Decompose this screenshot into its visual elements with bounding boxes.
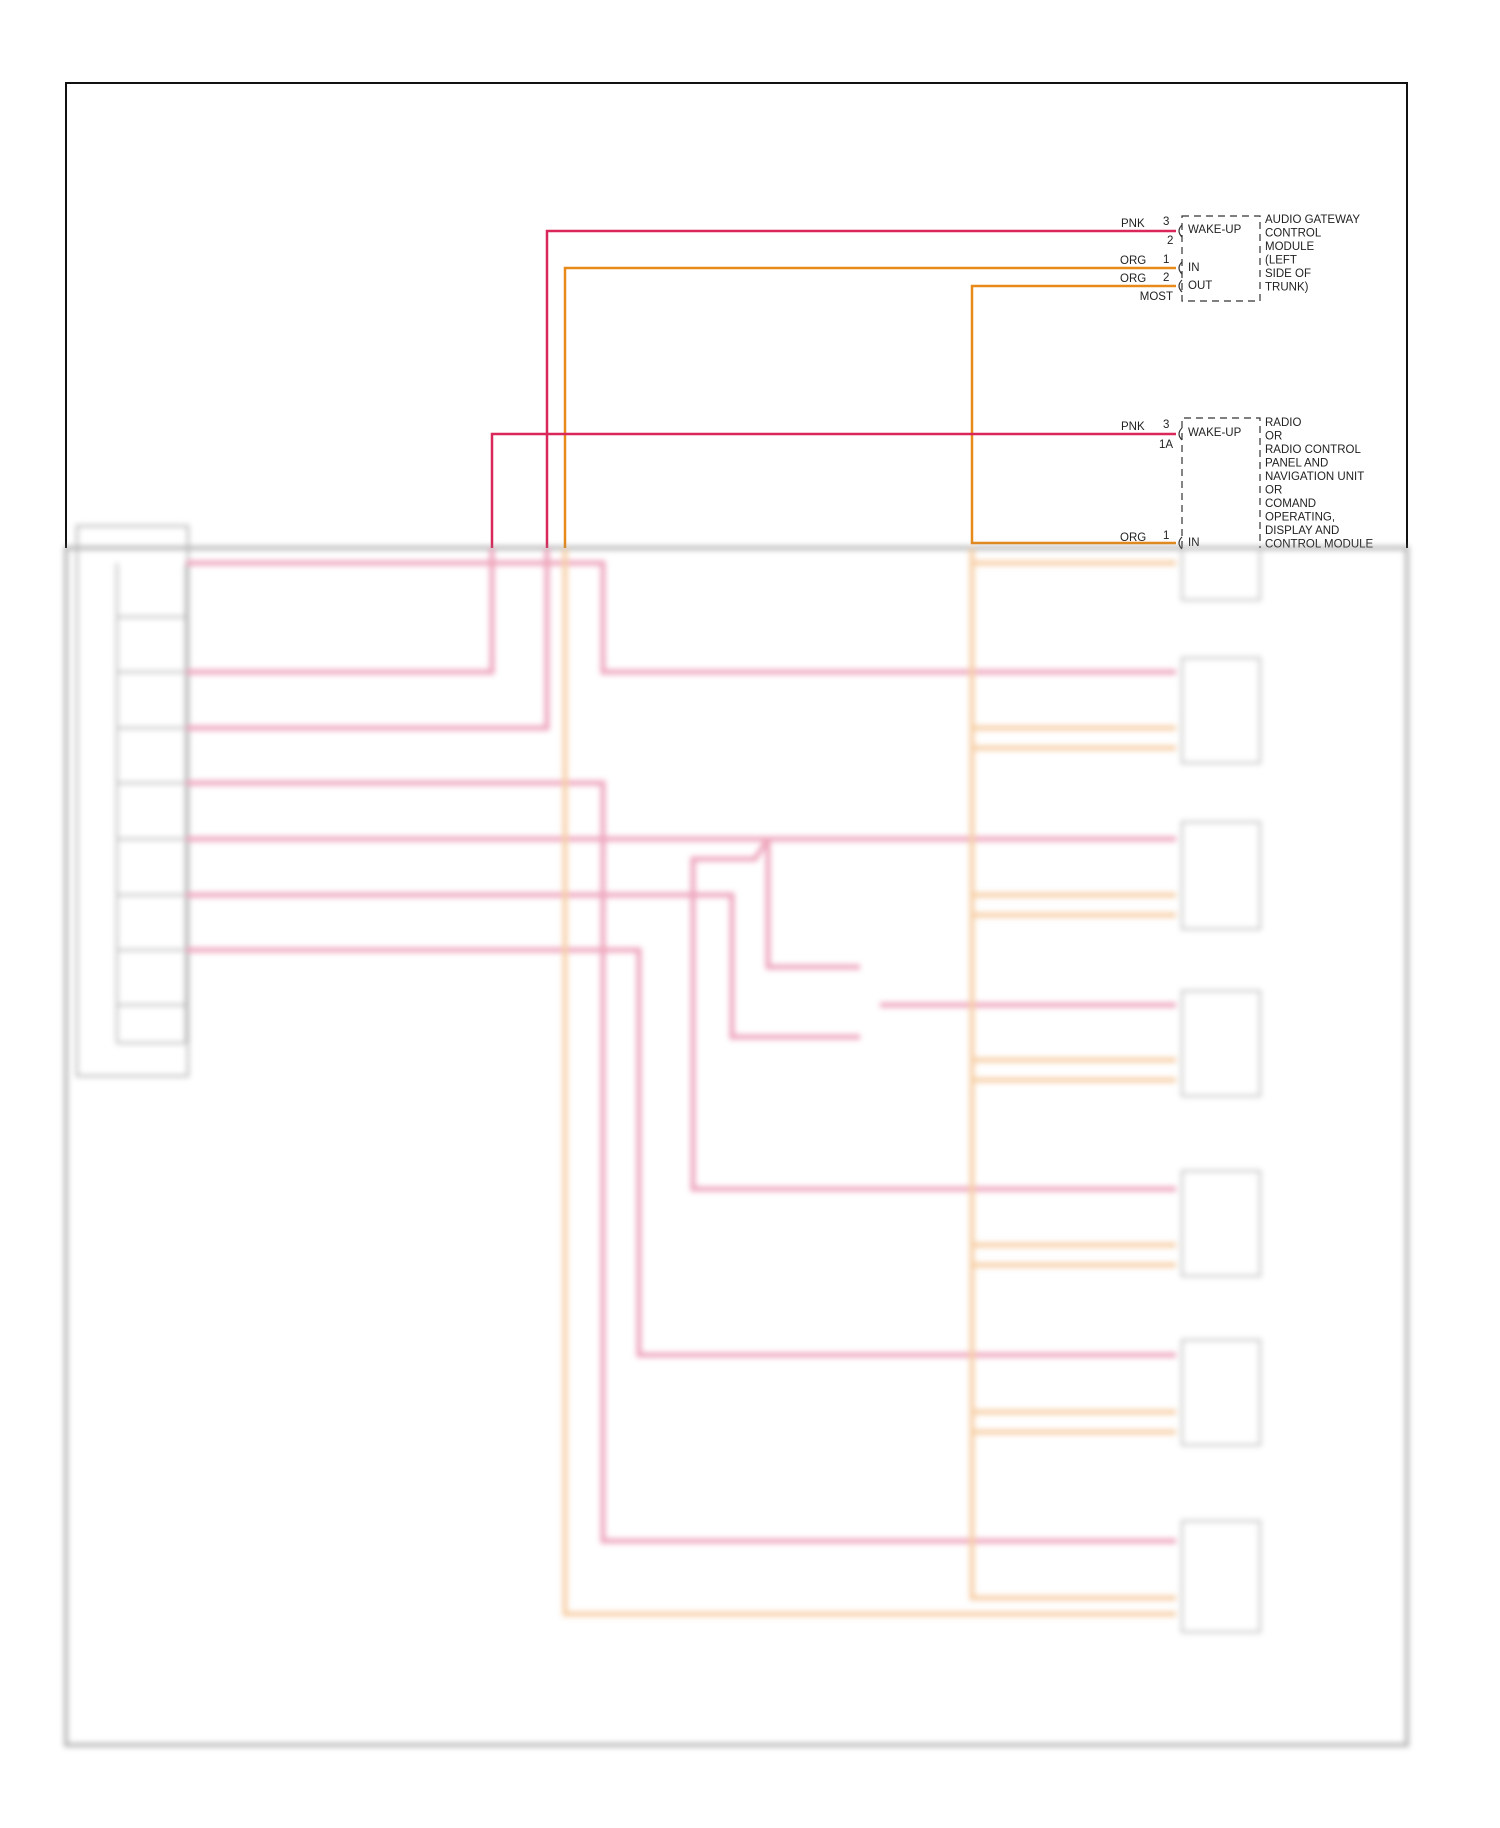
blurred-diagram-region (64, 525, 1409, 1747)
pin-function-label: WAKE-UP (1188, 224, 1242, 236)
data-link-connector (76, 525, 189, 1077)
pin-function-label: IN (1188, 537, 1200, 549)
wires-visible (490, 229, 1176, 548)
wire-pnk-audio-gateway-wakeup (545, 229, 1176, 548)
wire-org-audio-gateway-out (970, 284, 1176, 545)
wire-color-label: ORG (1120, 273, 1146, 285)
pin-number: 2 (1163, 272, 1169, 284)
pin-number: 1A (1159, 439, 1173, 451)
pin-arc (1178, 261, 1183, 275)
pin-arc (1178, 279, 1183, 293)
wire-color-label: ORG (1120, 532, 1146, 544)
pin-function-label: IN (1188, 262, 1200, 274)
wire-color-label: ORG (1120, 255, 1146, 267)
pin-arc (1178, 427, 1183, 441)
connector-pins (1178, 224, 1183, 550)
diagram-frame (65, 82, 1408, 548)
pin-arc (1178, 224, 1183, 238)
wire-color-label: PNK (1121, 218, 1145, 230)
radio-box (1181, 417, 1261, 548)
pin-number: 3 (1163, 419, 1169, 431)
radio-module: PNK 3 1A WAKE-UP ORG 1 IN RADIO OR RADIO… (1120, 417, 1374, 551)
pin-function-label: OUT (1188, 280, 1212, 292)
wire-pnk-radio-wakeup (490, 432, 1176, 548)
pin-number: 2 (1167, 235, 1173, 247)
wire-org-audio-gateway-in (563, 266, 1176, 548)
pin-number: 1 (1163, 254, 1169, 266)
pin-function-label: WAKE-UP (1188, 427, 1242, 439)
bus-label: MOST (1140, 291, 1173, 303)
pin-number: 1 (1163, 530, 1169, 542)
wire-color-label: PNK (1121, 421, 1145, 433)
module-name: RADIO OR RADIO CONTROL PANEL AND NAVIGAT… (1265, 417, 1374, 551)
pin-number: 3 (1163, 216, 1169, 228)
audio-gateway-module: PNK 3 2 ORG 1 ORG 2 MOST WAKE-UP IN OUT … (1120, 214, 1363, 303)
module-name: AUDIO GATEWAY CONTROL MODULE (LEFT SIDE … (1265, 214, 1363, 294)
blurred-frame (64, 546, 1409, 1747)
audio-gateway-box (1181, 215, 1261, 302)
